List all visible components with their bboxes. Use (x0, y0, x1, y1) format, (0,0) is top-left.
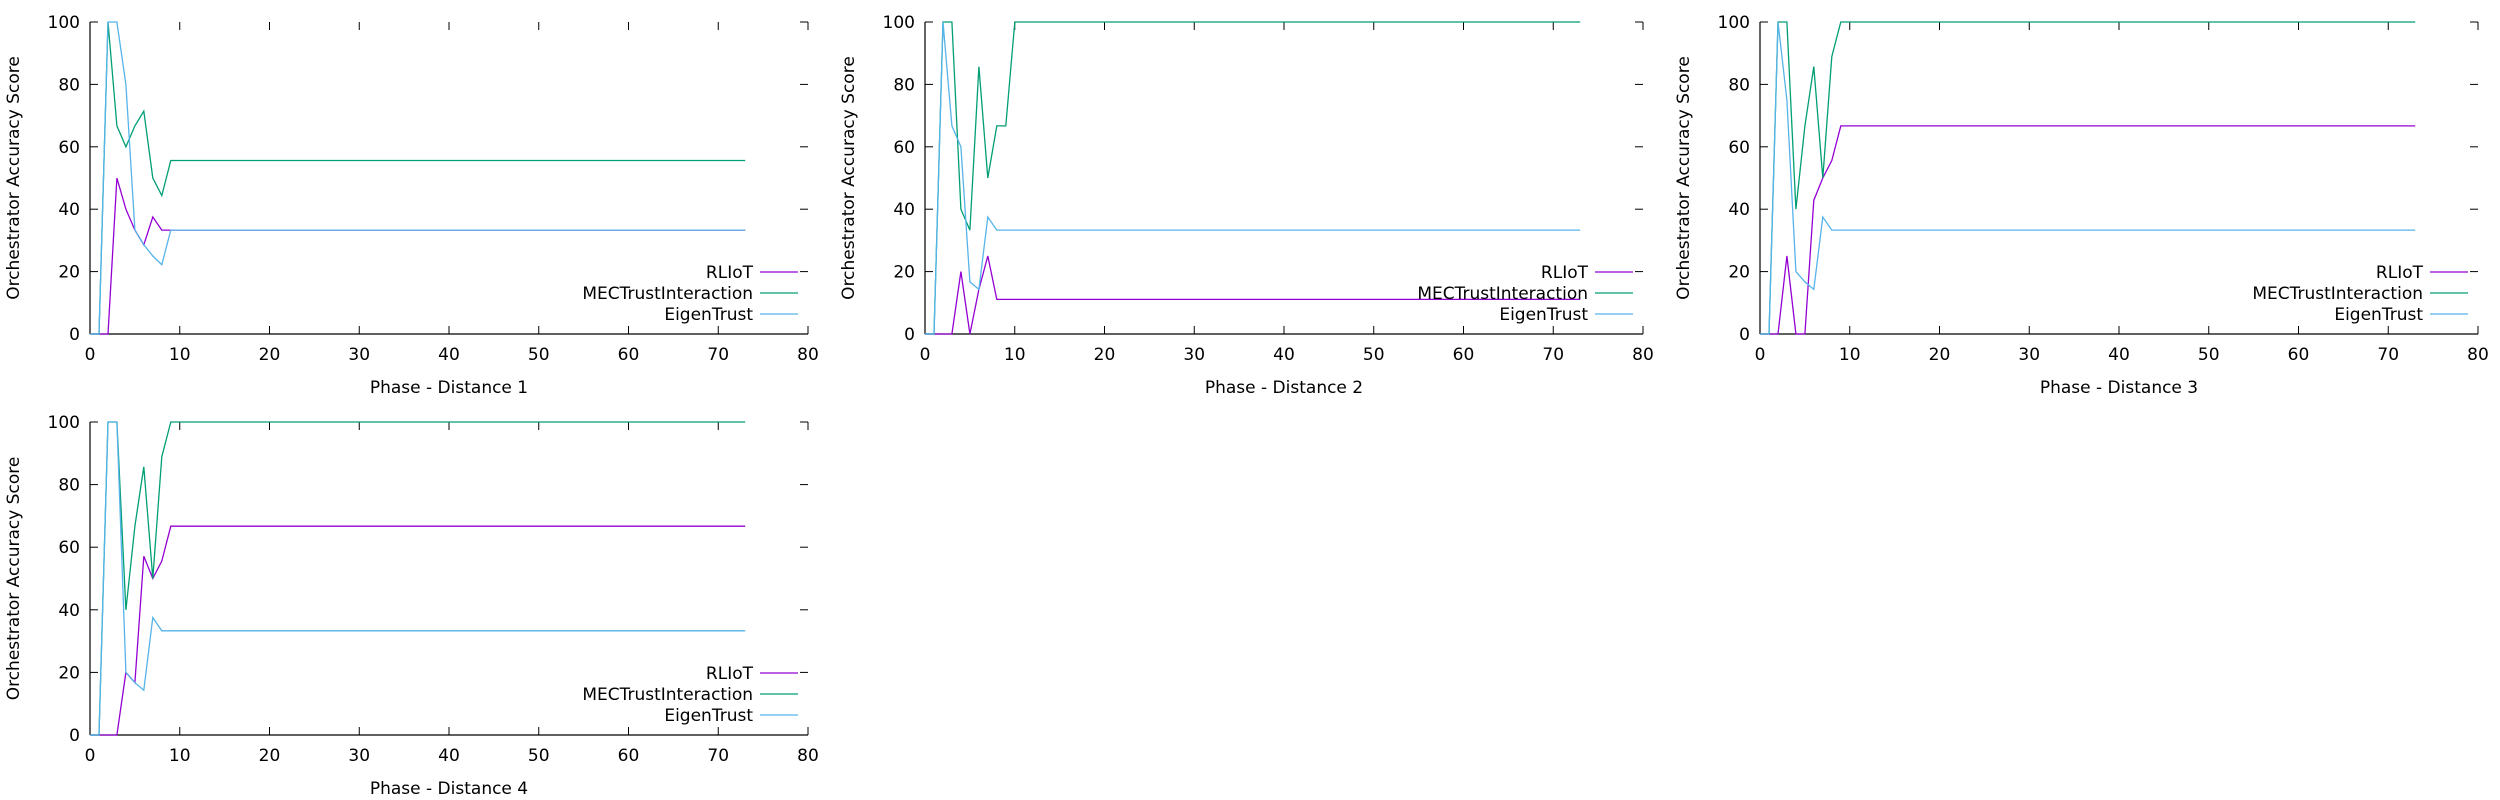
legend-label-EigenTrust: EigenTrust (1499, 305, 1588, 325)
chart-panel-2: 0 20 40 60 80 100 0 10 20 30 40 50 60 70 80 Phase - Dis… (839, 13, 1654, 398)
x-tick-label: 40 (2108, 345, 2130, 365)
y-tick-label: 60 (1728, 138, 1750, 158)
x-tick-label: 0 (920, 345, 931, 365)
legend-label-MECTrustInteraction: MECTrustInteraction (1417, 284, 1588, 304)
x-tick-label: 30 (348, 746, 370, 766)
series-line-RLIoT (90, 177, 746, 335)
x-tick-label: 10 (169, 746, 191, 766)
y-tick-label: 100 (1718, 13, 1750, 33)
x-tick-label: 0 (85, 746, 96, 766)
x-tick-label: 70 (707, 746, 729, 766)
y-tick-label: 20 (893, 263, 915, 283)
legend-label-EigenTrust: EigenTrust (2334, 305, 2423, 325)
x-axis-label: Phase - Distance 3 (2040, 378, 2198, 398)
y-axis-label: Orchestrator Accuracy Score (1674, 56, 1694, 300)
x-tick-label: 60 (618, 746, 640, 766)
x-tick-label: 40 (438, 345, 460, 365)
x-tick-label: 0 (85, 345, 96, 365)
legend-label-RLIoT: RLIoT (1541, 263, 1589, 283)
y-axis-label: Orchestrator Accuracy Score (4, 457, 24, 701)
y-tick-label: 100 (48, 13, 80, 33)
x-tick-label: 60 (1453, 345, 1475, 365)
y-tick-label: 0 (69, 726, 80, 746)
x-tick-label: 50 (528, 345, 550, 365)
x-tick-label: 20 (259, 345, 281, 365)
y-tick-label: 40 (893, 200, 915, 220)
x-tick-label: 70 (1542, 345, 1564, 365)
series-line-EigenTrust (90, 21, 746, 335)
x-tick-label: 70 (2377, 345, 2399, 365)
x-tick-label: 80 (797, 345, 819, 365)
x-tick-label: 80 (797, 746, 819, 766)
chart-panel-1: 0 20 40 60 80 100 0 10 20 30 40 50 60 70 80 Phase - Dis… (4, 13, 819, 398)
legend-label-MECTrustInteraction: MECTrustInteraction (2252, 284, 2423, 304)
y-tick-label: 100 (48, 413, 80, 433)
x-axis-label: Phase - Distance 4 (370, 779, 528, 799)
y-tick-label: 0 (1739, 325, 1750, 345)
x-axis-label: Phase - Distance 2 (1205, 378, 1363, 398)
y-tick-label: 80 (58, 75, 80, 95)
series-line-EigenTrust (90, 421, 746, 736)
y-axis-label: Orchestrator Accuracy Score (839, 56, 859, 300)
y-tick-label: 40 (1728, 200, 1750, 220)
x-tick-label: 20 (259, 746, 281, 766)
x-tick-label: 10 (169, 345, 191, 365)
y-tick-label: 60 (58, 138, 80, 158)
series-line-EigenTrust (1760, 21, 2416, 335)
y-tick-label: 20 (58, 663, 80, 683)
series-line-EigenTrust (925, 21, 1581, 335)
y-tick-label: 0 (69, 325, 80, 345)
x-tick-label: 80 (1632, 345, 1654, 365)
y-tick-label: 20 (58, 263, 80, 283)
x-tick-label: 80 (2467, 345, 2489, 365)
y-tick-label: 40 (58, 200, 80, 220)
series-line-RLIoT (1760, 125, 2416, 335)
x-tick-label: 50 (2198, 345, 2220, 365)
x-tick-label: 30 (2018, 345, 2040, 365)
legend-label-RLIoT: RLIoT (706, 263, 754, 283)
y-tick-label: 60 (58, 538, 80, 558)
y-tick-label: 40 (58, 601, 80, 621)
x-tick-label: 50 (1363, 345, 1385, 365)
series-line-RLIoT (925, 255, 1581, 335)
x-tick-label: 60 (618, 345, 640, 365)
x-tick-label: 70 (707, 345, 729, 365)
legend-label-EigenTrust: EigenTrust (664, 305, 753, 325)
y-tick-label: 60 (893, 138, 915, 158)
x-tick-label: 10 (1004, 345, 1026, 365)
legend-label-RLIoT: RLIoT (706, 664, 754, 684)
x-tick-label: 50 (528, 746, 550, 766)
x-tick-label: 10 (1839, 345, 1861, 365)
x-tick-label: 0 (1755, 345, 1766, 365)
legend-label-EigenTrust: EigenTrust (664, 706, 753, 726)
x-tick-label: 60 (2288, 345, 2310, 365)
x-tick-label: 40 (1273, 345, 1295, 365)
y-axis-label: Orchestrator Accuracy Score (4, 56, 24, 300)
legend-label-RLIoT: RLIoT (2376, 263, 2424, 283)
y-tick-label: 80 (58, 476, 80, 496)
chart-panel-4: 0 20 40 60 80 100 0 10 20 30 40 50 60 70 80 Phase - Dis… (4, 413, 819, 799)
x-tick-label: 20 (1929, 345, 1951, 365)
x-tick-label: 30 (1183, 345, 1205, 365)
chart-panel-3: 0 20 40 60 80 100 0 10 20 30 40 50 60 70 80 Phase - Dis… (1674, 13, 2489, 398)
legend-label-MECTrustInteraction: MECTrustInteraction (582, 685, 753, 705)
y-tick-label: 80 (893, 75, 915, 95)
y-tick-label: 0 (904, 325, 915, 345)
x-axis-label: Phase - Distance 1 (370, 378, 528, 398)
x-tick-label: 40 (438, 746, 460, 766)
y-tick-label: 100 (883, 13, 915, 33)
y-tick-label: 80 (1728, 75, 1750, 95)
legend-label-MECTrustInteraction: MECTrustInteraction (582, 284, 753, 304)
y-tick-label: 20 (1728, 263, 1750, 283)
x-tick-label: 30 (348, 345, 370, 365)
x-tick-label: 20 (1094, 345, 1116, 365)
